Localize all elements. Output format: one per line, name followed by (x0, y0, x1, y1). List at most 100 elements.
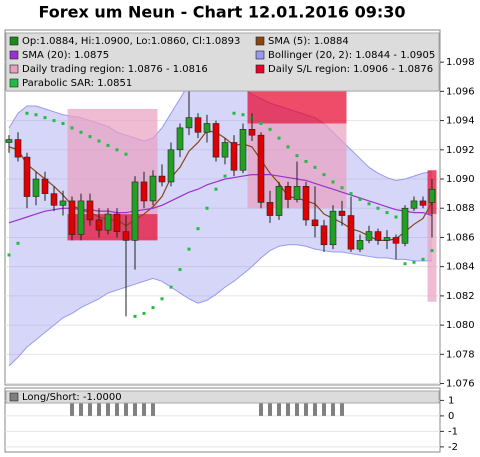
legend-box (5, 390, 440, 404)
signal-bar (124, 400, 128, 416)
sar-dot (61, 121, 65, 125)
signal-bar (115, 400, 119, 416)
candle-body (275, 186, 283, 216)
legend-swatch (255, 50, 265, 60)
y-tick-label: 1.092 (446, 145, 475, 156)
signal-bar (88, 400, 92, 416)
candle-body (401, 207, 409, 244)
sar-dot (214, 187, 218, 191)
y-tick-label: 1.078 (446, 349, 475, 360)
sar-dot (52, 119, 56, 123)
sar-dot (97, 139, 101, 143)
sar-dot (79, 130, 83, 134)
signal-bar (295, 400, 299, 416)
sar-dot (412, 260, 416, 264)
chart-title: Forex um Neun - Chart 12.01.2016 09:30 (38, 3, 405, 22)
signal-bar (268, 400, 272, 416)
candle-body (338, 210, 346, 216)
candle-body (122, 231, 130, 241)
sar-dot (304, 159, 308, 163)
sar-dot (151, 306, 155, 310)
signal-bar (340, 400, 344, 416)
candle-body (293, 186, 301, 200)
candle-body (392, 237, 400, 244)
candle-body (266, 202, 274, 216)
y-tick-label: -1 (448, 426, 458, 437)
signal-bar (151, 400, 155, 416)
candle-body (59, 200, 67, 206)
y-tick-label: 0 (448, 411, 454, 422)
candle-body (140, 181, 148, 202)
legend-swatch (9, 78, 19, 88)
candle-body (68, 200, 76, 235)
candle-body (95, 219, 103, 231)
candle-body (23, 156, 31, 197)
signal-bar (259, 400, 263, 416)
candle-body (194, 117, 202, 133)
sar-dot (133, 314, 137, 318)
sar-dot (277, 136, 281, 140)
candle-body (356, 240, 364, 250)
legend-swatch (255, 64, 265, 74)
candle-body (374, 231, 382, 241)
signal-bar (97, 400, 101, 416)
y-tick-label: 1.080 (446, 320, 475, 331)
y-tick-label: 1.076 (446, 379, 475, 390)
main-plot: 1.076 1.078 1.080 1.082 1.084 1.086 1.088 1.090… (5, 57, 475, 390)
sar-dot (313, 165, 317, 169)
candle-body (167, 149, 175, 183)
candle-body (284, 186, 292, 200)
y-tick-label: 1.094 (446, 116, 475, 127)
sar-dot (16, 241, 20, 245)
candle-body (41, 178, 49, 194)
candle-body (329, 210, 337, 246)
candle-body (50, 193, 58, 206)
sar-dot (142, 311, 146, 315)
y-tick-label: 1.090 (446, 174, 475, 185)
candle-body (410, 200, 418, 209)
sar-dot (34, 113, 38, 117)
signal-bar (142, 400, 146, 416)
sar-dot (70, 126, 74, 130)
candle-body (77, 200, 85, 235)
sar-dot (178, 268, 182, 272)
legend-swatch (9, 36, 19, 46)
sar-dot (88, 135, 92, 139)
sar-dot (376, 206, 380, 210)
candle-body (248, 129, 256, 136)
legend: Op:1.0884, Hi:1.0900, Lo:1.0860, Cl:1.08… (5, 32, 440, 92)
sar-dot (115, 148, 119, 152)
sar-dot (358, 197, 362, 201)
candle-body (365, 231, 373, 241)
legend-label: SMA (20): 1.0875 (22, 50, 109, 61)
y-tick-label: 1.088 (446, 203, 475, 214)
candle-body (320, 225, 328, 246)
candle-body (428, 188, 436, 203)
candle-body (131, 181, 139, 241)
candle-body (239, 129, 247, 171)
candle-body (104, 213, 112, 231)
candle-body (383, 237, 391, 241)
sar-dot (25, 111, 29, 115)
sar-dot (241, 113, 245, 117)
candle-body (149, 175, 157, 202)
sar-dot (349, 192, 353, 196)
y-tick-label: 1.084 (446, 262, 475, 273)
bollinger-lower (8, 244, 432, 367)
candle-body (185, 117, 193, 129)
sar-dot (286, 145, 290, 149)
candle-body (113, 213, 121, 232)
sar-dot (430, 249, 434, 253)
y-tick-label: 1.098 (446, 57, 475, 68)
candle-body (158, 175, 166, 183)
signal-bar (331, 400, 335, 416)
signal-bar (304, 400, 308, 416)
signal-bar (79, 400, 83, 416)
sar-dot (160, 297, 164, 301)
legend-swatch (9, 50, 19, 60)
signal-bar (106, 400, 110, 416)
sar-dot (7, 253, 11, 257)
sar-dot (232, 111, 236, 115)
candle-body (5, 139, 13, 143)
